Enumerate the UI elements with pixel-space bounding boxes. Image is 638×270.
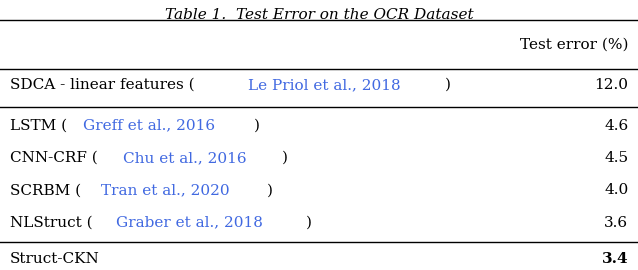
- Text: SDCA - linear features (: SDCA - linear features (: [10, 78, 194, 92]
- Text: Le Priol et al., 2018: Le Priol et al., 2018: [248, 78, 401, 92]
- Text: 4.6: 4.6: [604, 119, 628, 133]
- Text: 12.0: 12.0: [595, 78, 628, 92]
- Text: Tran et al., 2020: Tran et al., 2020: [101, 183, 230, 197]
- Text: Test error (%): Test error (%): [520, 38, 628, 52]
- Text: SCRBM (: SCRBM (: [10, 183, 80, 197]
- Text: ): ): [282, 151, 288, 165]
- Text: 3.6: 3.6: [604, 216, 628, 230]
- Text: LSTM (: LSTM (: [10, 119, 67, 133]
- Text: Graber et al., 2018: Graber et al., 2018: [116, 216, 263, 230]
- Text: ): ): [306, 216, 312, 230]
- Text: 3.4: 3.4: [602, 252, 628, 266]
- Text: Greff et al., 2016: Greff et al., 2016: [84, 119, 216, 133]
- Text: ): ): [254, 119, 260, 133]
- Text: Table 1.  Test Error on the OCR Dataset: Table 1. Test Error on the OCR Dataset: [165, 8, 473, 22]
- Text: 4.5: 4.5: [604, 151, 628, 165]
- Text: ): ): [267, 183, 273, 197]
- Text: NLStruct (: NLStruct (: [10, 216, 93, 230]
- Text: 4.0: 4.0: [604, 183, 628, 197]
- Text: Struct-CKN: Struct-CKN: [10, 252, 100, 266]
- Text: CNN-CRF (: CNN-CRF (: [10, 151, 98, 165]
- Text: ): ): [445, 78, 450, 92]
- Text: Chu et al., 2016: Chu et al., 2016: [122, 151, 246, 165]
